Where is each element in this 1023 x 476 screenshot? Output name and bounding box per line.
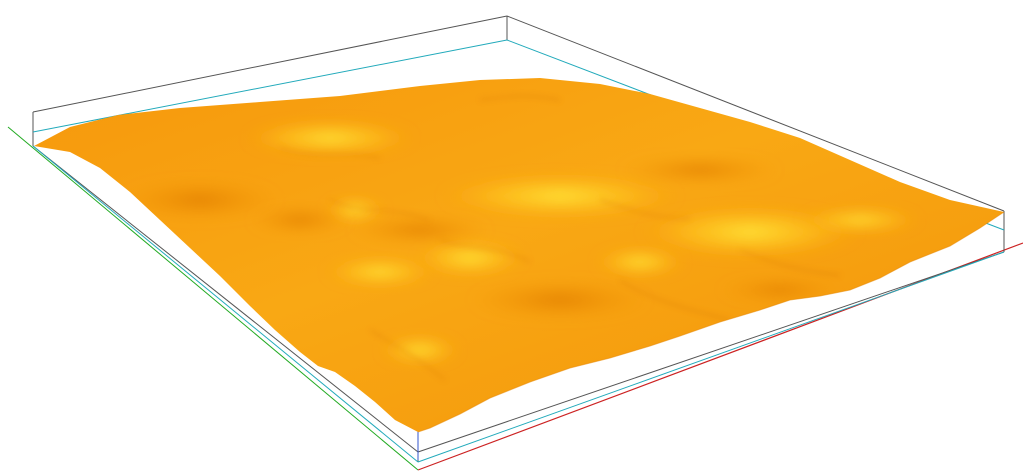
y-axis-line: [7, 126, 419, 471]
surface-front-edge: [417, 211, 1005, 433]
terrain-surface: [34, 78, 1004, 432]
bounding-box: [32, 15, 1005, 462]
